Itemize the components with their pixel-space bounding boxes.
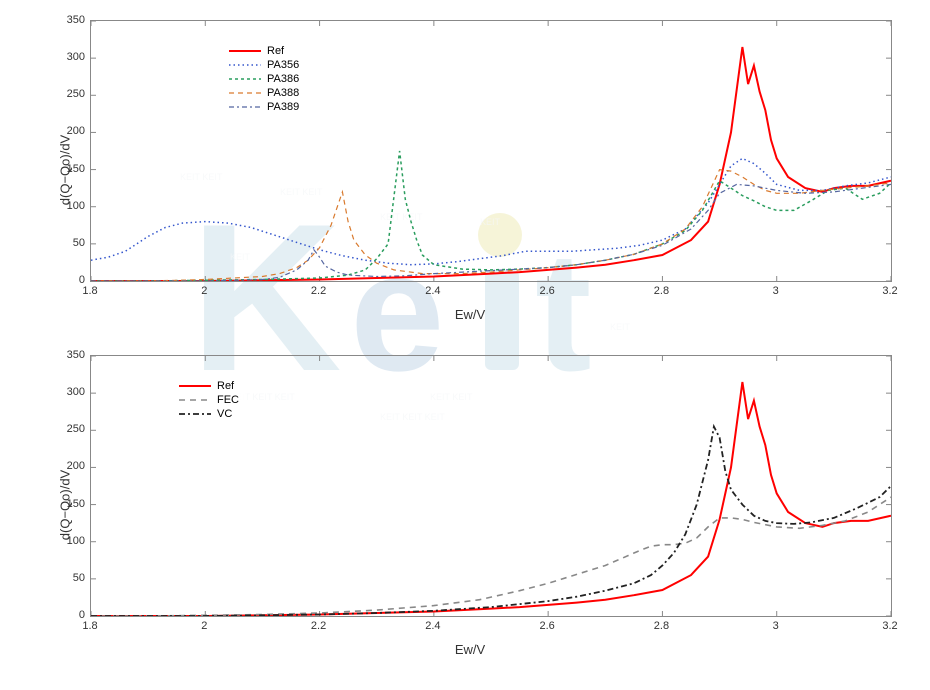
legend-label: PA386: [267, 73, 299, 85]
y-tick-label: 350: [67, 14, 85, 26]
y-tick-label: 300: [67, 386, 85, 398]
legend-item: PA386: [229, 73, 299, 85]
legend-swatch: [229, 74, 261, 84]
legend-swatch: [229, 88, 261, 98]
y-tick-label: 350: [67, 349, 85, 361]
y-tick-label: 100: [67, 535, 85, 547]
y-tick-label: 250: [67, 88, 85, 100]
y-tick-label: 200: [67, 460, 85, 472]
x-tick-label: 2.2: [311, 285, 326, 297]
y-tick-label: 200: [67, 125, 85, 137]
y-tick-label: 150: [67, 498, 85, 510]
chart-top: d(Q−Qo)/dV Ref PA356 PA386 PA388: [30, 10, 910, 330]
legend-swatch: [179, 409, 211, 419]
y-tick-label: 50: [73, 572, 85, 584]
legend-label: VC: [217, 408, 232, 420]
legend-swatch: [179, 381, 211, 391]
chart-top-svg: [91, 21, 891, 281]
legend-item: PA388: [229, 87, 299, 99]
legend-label: Ref: [217, 380, 234, 392]
legend-item: Ref: [229, 45, 299, 57]
x-tick-label: 2.4: [425, 620, 440, 632]
x-tick-label: 3.2: [882, 285, 897, 297]
y-tick-label: 50: [73, 237, 85, 249]
legend-swatch: [229, 60, 261, 70]
x-tick-label: 2: [201, 620, 207, 632]
x-tick-label: 1.8: [82, 285, 97, 297]
x-axis-label-bottom: Ew/V: [455, 642, 485, 657]
legend-item: PA356: [229, 59, 299, 71]
plot-area-top: Ref PA356 PA386 PA388 PA389: [90, 20, 892, 282]
x-tick-label: 2.6: [539, 620, 554, 632]
legend-item: VC: [179, 408, 239, 420]
legend-item: PA389: [229, 101, 299, 113]
x-tick-label: 2.2: [311, 620, 326, 632]
y-tick-label: 300: [67, 51, 85, 63]
x-tick-label: 3: [773, 620, 779, 632]
x-tick-label: 1.8: [82, 620, 97, 632]
legend-label: PA389: [267, 101, 299, 113]
legend-top: Ref PA356 PA386 PA388 PA389: [221, 39, 307, 119]
legend-label: PA356: [267, 59, 299, 71]
legend-swatch: [229, 46, 261, 56]
x-axis-label-top: Ew/V: [455, 307, 485, 322]
x-tick-label: 2.6: [539, 285, 554, 297]
legend-swatch: [229, 102, 261, 112]
legend-bottom: Ref FEC VC: [171, 374, 247, 426]
x-tick-label: 3: [773, 285, 779, 297]
y-tick-label: 250: [67, 423, 85, 435]
legend-swatch: [179, 395, 211, 405]
y-tick-label: 150: [67, 163, 85, 175]
x-tick-label: 2.8: [654, 285, 669, 297]
legend-label: FEC: [217, 394, 239, 406]
x-tick-label: 2.4: [425, 285, 440, 297]
chart-bottom: d(Q−Qo)/dV Ref FEC VC 050100150200250300…: [30, 345, 910, 665]
x-tick-label: 3.2: [882, 620, 897, 632]
x-tick-label: 2: [201, 285, 207, 297]
x-tick-label: 2.8: [654, 620, 669, 632]
y-tick-label: 100: [67, 200, 85, 212]
legend-label: PA388: [267, 87, 299, 99]
legend-item: Ref: [179, 380, 239, 392]
legend-label: Ref: [267, 45, 284, 57]
legend-item: FEC: [179, 394, 239, 406]
plot-area-bottom: Ref FEC VC: [90, 355, 892, 617]
